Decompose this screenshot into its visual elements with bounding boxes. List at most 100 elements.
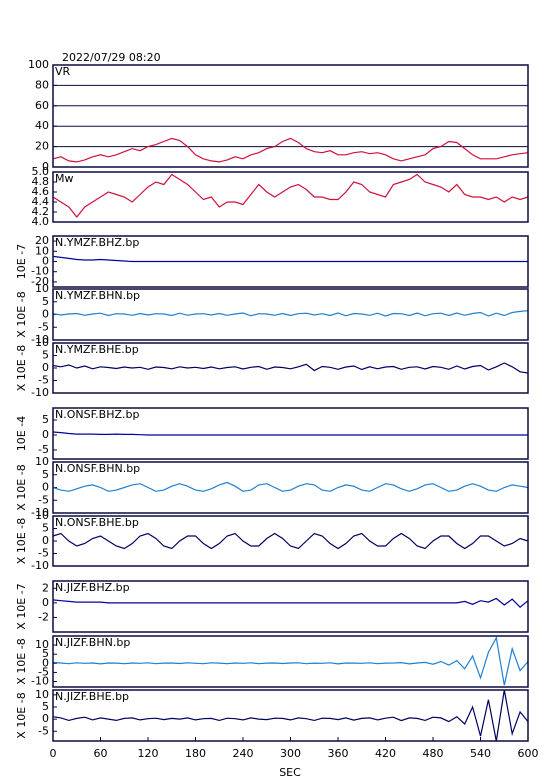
trace-line bbox=[52, 689, 529, 742]
panel-frame bbox=[52, 407, 529, 460]
y-tick-label: 80 bbox=[35, 78, 49, 91]
y-tick-label: -10 bbox=[31, 265, 49, 278]
y-tick-label: 4.6 bbox=[32, 185, 50, 198]
y-tick-label: 5 bbox=[42, 522, 49, 535]
y-tick-label: 4.0 bbox=[32, 215, 50, 228]
y-tick-label: 4.8 bbox=[32, 175, 50, 188]
y-axis-label: X 10E -8 bbox=[15, 638, 28, 684]
panel-frame bbox=[52, 635, 529, 688]
y-tick-label: 0 bbox=[42, 656, 49, 669]
x-tick-label: 420 bbox=[375, 747, 396, 760]
x-axis-label: SEC bbox=[279, 766, 301, 779]
y-tick-label: -10 bbox=[31, 333, 49, 346]
y-tick-label: -5 bbox=[38, 665, 49, 678]
chart-title: 2022/07/29 08:20 bbox=[62, 51, 161, 64]
y-tick-label: -5 bbox=[38, 374, 49, 387]
panel-frame bbox=[52, 515, 529, 567]
y-axis-label: X 10E -8 bbox=[15, 464, 28, 510]
y-tick-label: 0 bbox=[42, 596, 49, 609]
y-tick-label: 5 bbox=[42, 468, 49, 481]
y-tick-label: 5 bbox=[42, 295, 49, 308]
y-axis-label: X 10E -8 bbox=[15, 291, 28, 337]
y-tick-label: -5 bbox=[38, 443, 49, 456]
panel-name: N.YMZF.BHE.bp bbox=[55, 343, 139, 356]
y-tick-label: -20 bbox=[31, 275, 49, 288]
panel-frame bbox=[52, 580, 529, 633]
y-tick-label: -2 bbox=[38, 610, 49, 623]
y-tick-label: -10 bbox=[31, 506, 49, 519]
y-axis-label: X 10E -8 bbox=[15, 345, 28, 391]
panel-name: N.YMZF.BHZ.bp bbox=[55, 236, 139, 249]
panel-name: N.YMZF.BHN.bp bbox=[55, 289, 140, 302]
trace-line bbox=[52, 173, 529, 218]
panel-name: N.ONSF.BHZ.bp bbox=[55, 408, 139, 421]
y-axis-label: 10E -7 bbox=[15, 244, 28, 279]
trace-line bbox=[52, 255, 528, 263]
trace-line bbox=[52, 362, 529, 374]
x-tick-label: 540 bbox=[470, 747, 491, 760]
y-tick-label: -5 bbox=[38, 493, 49, 506]
x-tick-label: 300 bbox=[280, 747, 301, 760]
panel-name: N.JIZF.BHZ.bp bbox=[55, 581, 130, 594]
y-axis-label: 10E -4 bbox=[15, 416, 28, 451]
trace-line bbox=[52, 431, 528, 436]
panel-frame bbox=[52, 64, 529, 168]
y-tick-label: 4.4 bbox=[32, 195, 50, 208]
y-tick-label: 0 bbox=[42, 481, 49, 494]
y-tick-label: 10 bbox=[35, 638, 49, 651]
panel-frame bbox=[52, 342, 529, 394]
panel-name: VR bbox=[55, 65, 71, 78]
y-tick-label: 10 bbox=[35, 336, 49, 349]
trace-line bbox=[52, 481, 529, 492]
panel-frame bbox=[52, 461, 529, 514]
panel-frame bbox=[52, 235, 529, 288]
y-tick-label: -5 bbox=[38, 724, 49, 737]
x-tick-label: 480 bbox=[423, 747, 444, 760]
y-tick-label: 20 bbox=[35, 234, 49, 247]
trace-line bbox=[52, 532, 529, 550]
y-tick-label: -10 bbox=[31, 675, 49, 688]
y-tick-label: -5 bbox=[38, 320, 49, 333]
x-tick-label: 180 bbox=[185, 747, 206, 760]
panel-name: N.JIZF.BHN.bp bbox=[55, 636, 130, 649]
x-tick-label: 600 bbox=[518, 747, 539, 760]
y-tick-label: -10 bbox=[31, 559, 49, 572]
y-axis-label: X 10E -8 bbox=[15, 518, 28, 564]
trace-line bbox=[52, 597, 529, 609]
x-tick-label: 240 bbox=[233, 747, 254, 760]
y-tick-label: -5 bbox=[38, 547, 49, 560]
y-tick-label: 0 bbox=[42, 428, 49, 441]
y-tick-label: 5 bbox=[42, 647, 49, 660]
y-axis-label: X 10E -8 bbox=[15, 692, 28, 738]
y-tick-label: 0 bbox=[42, 712, 49, 725]
trace-line bbox=[52, 635, 529, 686]
x-tick-label: 0 bbox=[50, 747, 57, 760]
y-tick-label: 40 bbox=[35, 119, 49, 132]
y-tick-label: 0 bbox=[42, 160, 49, 173]
y-tick-label: 10 bbox=[35, 244, 49, 257]
y-tick-label: 5 bbox=[42, 349, 49, 362]
trace-line bbox=[52, 137, 529, 163]
y-tick-label: 5.0 bbox=[32, 165, 50, 178]
panel-name: Mw bbox=[55, 172, 74, 185]
y-tick-label: 20 bbox=[35, 140, 49, 153]
y-tick-label: 0 bbox=[42, 255, 49, 268]
y-tick-label: 60 bbox=[35, 99, 49, 112]
x-tick-label: 60 bbox=[94, 747, 108, 760]
panel-name: N.ONSF.BHN.bp bbox=[55, 462, 140, 475]
y-tick-label: 4.2 bbox=[32, 205, 50, 218]
y-tick-label: 10 bbox=[35, 688, 49, 701]
y-tick-label: 0 bbox=[42, 534, 49, 547]
y-tick-label: 100 bbox=[28, 58, 49, 71]
trace-line bbox=[52, 310, 529, 317]
y-tick-label: -10 bbox=[31, 386, 49, 399]
y-axis-label: X 10E -7 bbox=[15, 583, 28, 629]
panel-frame bbox=[52, 288, 529, 341]
y-tick-label: 10 bbox=[35, 509, 49, 522]
panel-name: N.ONSF.BHE.bp bbox=[55, 516, 139, 529]
x-tick-label: 120 bbox=[138, 747, 159, 760]
y-tick-label: 5 bbox=[42, 700, 49, 713]
y-tick-label: 10 bbox=[35, 455, 49, 468]
y-tick-label: 2 bbox=[42, 581, 49, 594]
